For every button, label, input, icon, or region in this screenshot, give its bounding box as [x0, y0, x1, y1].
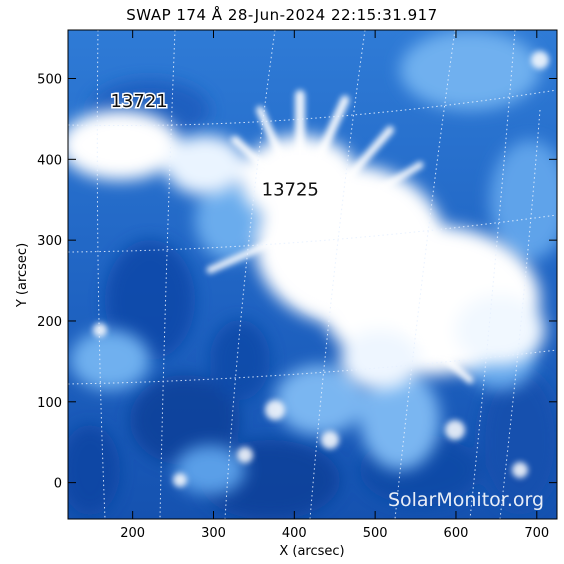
x-tick-label: 700 — [524, 526, 549, 541]
plot-frame — [67, 29, 558, 520]
x-tick-label: 600 — [444, 526, 469, 541]
active-region-label: 13725 — [262, 180, 319, 201]
y-tick-label: 200 — [37, 315, 62, 330]
x-tick-label: 400 — [282, 526, 307, 541]
y-axis: 0 100 200 300 400 500 — [37, 72, 557, 492]
y-tick-label: 0 — [54, 477, 62, 492]
y-tick-label: 300 — [37, 234, 62, 249]
active-region-label: 13721 — [110, 91, 167, 112]
credit-watermark: SolarMonitor.org — [388, 489, 544, 511]
y-tick-label: 400 — [37, 153, 62, 168]
y-axis-title: Y (arcsec) — [15, 243, 30, 308]
y-tick-label: 100 — [37, 396, 62, 411]
euv-image — [68, 30, 557, 519]
x-axis: 200 300 400 500 600 700 — [120, 30, 549, 541]
x-tick-label: 200 — [120, 526, 145, 541]
heliographic-grid — [68, 30, 557, 519]
active-region-labels: 13721 13725 — [109, 89, 320, 202]
x-axis-title: X (arcsec) — [279, 544, 344, 559]
y-tick-label: 500 — [37, 72, 62, 87]
x-tick-label: 500 — [363, 526, 388, 541]
image-title: SWAP 174 Å 28-Jun-2024 22:15:31.917 — [126, 6, 438, 24]
x-tick-label: 300 — [201, 526, 226, 541]
